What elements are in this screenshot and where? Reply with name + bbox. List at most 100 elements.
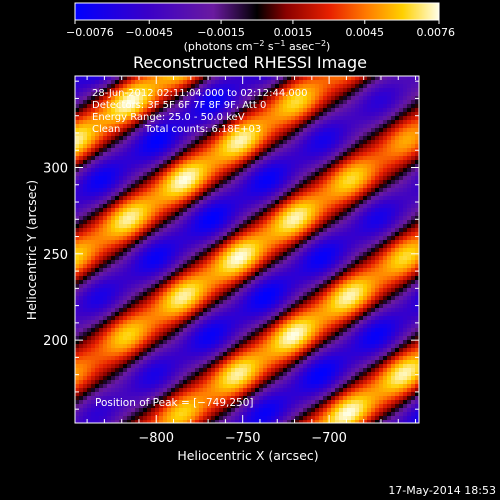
heatmap-cell xyxy=(179,172,184,177)
heatmap-cell xyxy=(331,104,336,109)
heatmap-cell xyxy=(355,148,360,153)
heatmap-cell xyxy=(251,212,256,217)
heatmap-cell xyxy=(399,240,404,245)
heatmap-cell xyxy=(115,92,120,97)
heatmap-cell xyxy=(263,104,268,109)
heatmap-cell xyxy=(383,188,388,193)
heatmap-cell xyxy=(223,292,228,297)
heatmap-cell xyxy=(263,144,268,149)
heatmap-cell xyxy=(303,184,308,189)
heatmap-cell xyxy=(195,236,200,241)
heatmap-cell xyxy=(247,284,252,289)
heatmap-cell xyxy=(283,100,288,105)
heatmap-cell xyxy=(403,196,408,201)
heatmap-cell xyxy=(263,92,268,97)
heatmap-cell xyxy=(295,256,300,261)
heatmap-cell xyxy=(307,288,312,293)
heatmap-cell xyxy=(107,256,112,261)
heatmap-cell xyxy=(327,256,332,261)
heatmap-cell xyxy=(243,128,248,133)
heatmap-cell xyxy=(147,280,152,285)
heatmap-cell xyxy=(143,88,148,93)
heatmap-cell xyxy=(243,160,248,165)
heatmap-cell xyxy=(139,188,144,193)
heatmap-cell xyxy=(167,180,172,185)
heatmap-cell xyxy=(395,176,400,181)
heatmap-cell xyxy=(171,104,176,109)
heatmap-cell xyxy=(195,192,200,197)
heatmap-cell xyxy=(359,156,364,161)
heatmap-cell xyxy=(339,280,344,285)
heatmap-cell xyxy=(291,168,296,173)
heatmap-cell xyxy=(147,160,152,165)
heatmap-cell xyxy=(75,256,80,261)
heatmap-cell xyxy=(187,116,192,121)
heatmap-cell xyxy=(247,276,252,281)
heatmap-cell xyxy=(203,144,208,149)
heatmap-cell xyxy=(135,136,140,141)
heatmap-cell xyxy=(379,228,384,233)
heatmap-cell xyxy=(119,184,124,189)
heatmap-cell xyxy=(355,100,360,105)
heatmap-cell xyxy=(75,156,80,161)
heatmap-cell xyxy=(199,272,204,277)
heatmap-cell xyxy=(195,108,200,113)
heatmap-cell xyxy=(131,296,136,301)
heatmap-cell xyxy=(299,140,304,145)
heatmap-cell xyxy=(83,288,88,293)
heatmap-cell xyxy=(311,164,316,169)
heatmap-cell xyxy=(415,124,419,129)
heatmap-cell xyxy=(79,200,84,205)
heatmap-cell xyxy=(303,120,308,125)
heatmap-cell xyxy=(115,220,120,225)
heatmap-cell xyxy=(231,276,236,281)
heatmap-cell xyxy=(179,260,184,265)
heatmap-cell xyxy=(151,120,156,125)
heatmap-cell xyxy=(139,148,144,153)
heatmap-cell xyxy=(167,152,172,157)
heatmap-cell xyxy=(283,140,288,145)
heatmap-cell xyxy=(135,204,140,209)
heatmap-cell xyxy=(167,172,172,177)
heatmap-cell xyxy=(187,252,192,257)
heatmap-cell xyxy=(307,136,312,141)
heatmap-cell xyxy=(267,80,272,85)
heatmap-cell xyxy=(347,96,352,101)
heatmap-cell xyxy=(243,276,248,281)
heatmap-cell xyxy=(255,208,260,213)
heatmap-cell xyxy=(323,100,328,105)
heatmap-cell xyxy=(215,128,220,133)
heatmap-cell xyxy=(311,112,316,117)
heatmap-cell xyxy=(139,292,144,297)
heatmap-cell xyxy=(271,256,276,261)
heatmap-cell xyxy=(251,220,256,225)
heatmap-cell xyxy=(339,96,344,101)
heatmap-cell xyxy=(223,96,228,101)
heatmap-cell xyxy=(259,92,264,97)
heatmap-cell xyxy=(411,276,416,281)
heatmap-cell xyxy=(331,288,336,293)
heatmap-cell xyxy=(175,124,180,129)
heatmap-cell xyxy=(247,220,252,225)
heatmap-cell xyxy=(203,300,208,305)
heatmap-cell xyxy=(323,296,328,301)
heatmap-cell xyxy=(219,240,224,245)
heatmap-cell xyxy=(219,124,224,129)
heatmap-cell xyxy=(403,188,408,193)
heatmap-cell xyxy=(139,216,144,221)
heatmap-cell xyxy=(307,96,312,101)
heatmap-cell xyxy=(79,224,84,229)
heatmap-cell xyxy=(143,272,148,277)
heatmap-cell xyxy=(379,252,384,257)
heatmap-cell xyxy=(347,128,352,133)
heatmap-cell xyxy=(319,280,324,285)
heatmap-cell xyxy=(411,88,416,93)
heatmap-cell xyxy=(287,204,292,209)
heatmap-cell xyxy=(259,276,264,281)
heatmap-cell xyxy=(311,280,316,285)
heatmap-cell xyxy=(351,84,356,89)
heatmap-cell xyxy=(115,264,120,269)
heatmap-cell xyxy=(227,272,232,277)
heatmap-cell xyxy=(107,148,112,153)
heatmap-cell xyxy=(307,152,312,157)
